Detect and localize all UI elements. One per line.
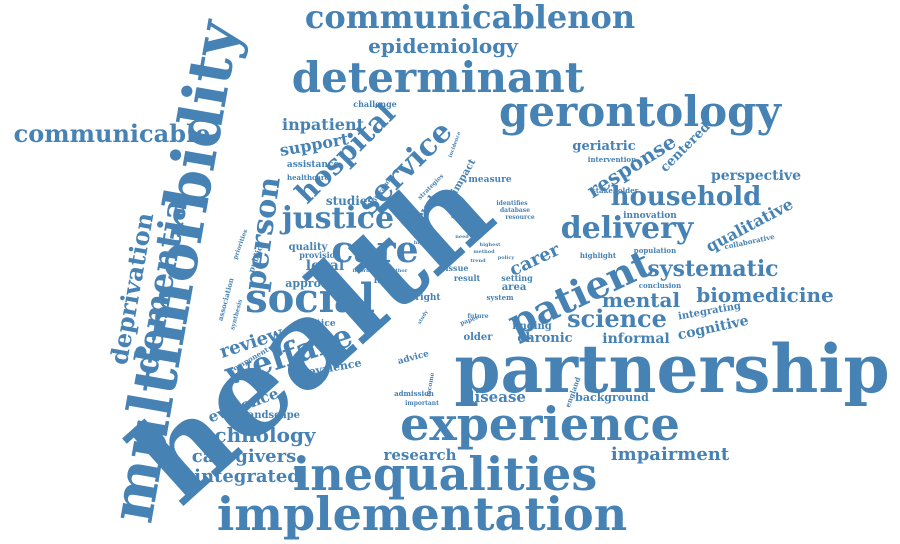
word-conclusion: conclusion xyxy=(639,281,681,290)
word-studies: studies xyxy=(326,194,375,208)
word-approach: approach xyxy=(285,277,342,290)
word-future: future xyxy=(467,313,488,320)
word-technology: technology xyxy=(192,423,316,447)
word-issue: issue xyxy=(446,263,469,273)
word-landscape: landscape xyxy=(244,410,300,421)
word-partnership: partnership xyxy=(454,330,889,408)
word-admission: admission xyxy=(394,389,434,398)
word-research: research xyxy=(383,446,456,464)
word-policy: policy xyxy=(498,255,516,261)
word-integrated: integrated xyxy=(194,466,300,487)
word-informal: informal xyxy=(602,331,669,347)
word-highlight: highlight xyxy=(580,251,617,260)
word-implementation: implementation xyxy=(217,487,627,541)
word-assistance: assistance xyxy=(287,160,339,170)
word-advice: advice xyxy=(397,349,431,367)
word-inform: inform xyxy=(353,268,373,274)
word-database: database xyxy=(500,207,530,214)
word-communicablenon: communicablenon xyxy=(305,0,635,36)
word-justice: justice xyxy=(279,201,394,236)
word-need: need xyxy=(455,234,469,240)
word-author: author xyxy=(389,268,408,274)
word-important: important xyxy=(405,400,439,407)
word-social: social xyxy=(245,275,375,322)
word-experience: experience xyxy=(400,397,680,451)
word-communicable: communicable xyxy=(14,119,211,148)
word-care: care xyxy=(331,229,418,271)
word-result: result xyxy=(454,273,481,283)
word-stakeholder: stakeholder xyxy=(592,186,639,195)
word-inequalities: inequalities xyxy=(293,447,597,501)
word-legal: legal xyxy=(306,258,344,274)
word-geriatric: geriatric xyxy=(572,139,635,154)
word-quality: quality xyxy=(289,242,329,253)
word-determinant: determinant xyxy=(292,53,585,102)
word-science: science xyxy=(567,304,667,333)
word-gerontology: gerontology xyxy=(499,87,783,136)
word-intervention: intervention xyxy=(588,155,636,164)
word-higher: higher xyxy=(414,240,433,246)
word-perspective: perspective xyxy=(711,168,801,184)
word-systematic: systematic xyxy=(647,256,778,282)
word-disease: disease xyxy=(464,388,526,406)
word-mental: mental xyxy=(602,288,681,312)
word-older: older xyxy=(463,332,493,343)
word-innovation: innovation xyxy=(623,211,677,221)
word-highest: highest xyxy=(480,242,502,248)
word-area: area xyxy=(502,282,527,293)
word-measure: measure xyxy=(468,175,511,185)
word-background: background xyxy=(575,391,649,404)
word-population: population xyxy=(634,246,676,255)
word-challenge: challenge xyxy=(353,99,397,109)
word-provision: provision xyxy=(299,250,341,260)
word-system: system xyxy=(486,293,514,302)
word-finding: finding xyxy=(512,321,552,332)
word-trend: trend xyxy=(470,258,486,264)
word-delivery: delivery xyxy=(561,211,695,246)
word-resource: resource xyxy=(505,214,535,221)
word-practice: practice xyxy=(294,319,335,329)
word-epidemiology: epidemiology xyxy=(368,34,519,58)
word-life: life xyxy=(374,276,391,286)
word-income: income xyxy=(425,372,436,397)
word-chronic: chronic xyxy=(517,331,572,346)
word-method: method xyxy=(473,249,495,255)
word-setting: setting xyxy=(501,273,533,283)
word-healthcare: healthcare xyxy=(287,173,330,182)
word-right: right xyxy=(415,293,441,303)
word-inpatient: inpatient xyxy=(282,115,365,134)
word-caregivers: caregivers xyxy=(192,446,297,467)
word-biomedicine: biomedicine xyxy=(696,283,833,307)
word-identifies: identifies xyxy=(496,200,528,207)
word-household: household xyxy=(611,182,762,212)
word-impairment: impairment xyxy=(611,444,730,465)
